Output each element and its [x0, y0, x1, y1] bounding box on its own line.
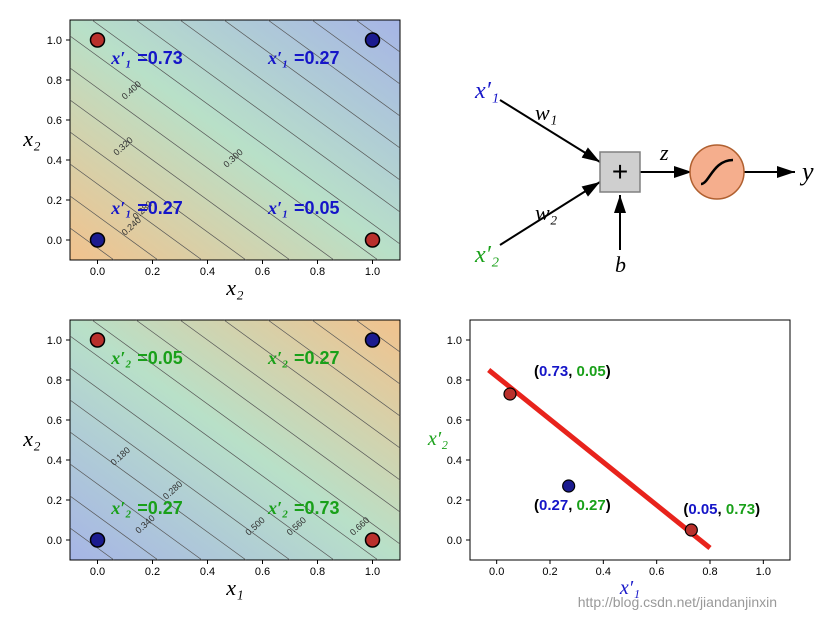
svg-text:0.2: 0.2 [542, 566, 557, 578]
svg-text:0.6: 0.6 [649, 566, 664, 578]
svg-text:0.6: 0.6 [47, 115, 62, 127]
svg-text:0.8: 0.8 [47, 75, 62, 87]
svg-text:0.8: 0.8 [310, 266, 325, 278]
svg-text:0.4: 0.4 [200, 266, 215, 278]
svg-text:x′₂: x′₂ [474, 242, 499, 268]
svg-text:x₂: x₂ [22, 126, 41, 151]
svg-text:0.6: 0.6 [255, 566, 270, 578]
svg-text:0.2: 0.2 [47, 195, 62, 207]
watermark-text: http://blog.csdn.net/jiandanjinxin [578, 594, 777, 610]
svg-text:0.8: 0.8 [702, 566, 717, 578]
svg-text:x₁: x₁ [225, 575, 243, 600]
svg-text:0.4: 0.4 [447, 455, 462, 467]
svg-text:x′₂: x′₂ [110, 348, 131, 368]
svg-text:x′₂: x′₂ [427, 428, 448, 450]
svg-text:0.2: 0.2 [47, 495, 62, 507]
svg-text:0.8: 0.8 [310, 566, 325, 578]
svg-text:x′₁: x′₁ [267, 48, 288, 68]
svg-text:0.0: 0.0 [489, 566, 504, 578]
svg-text:w₂: w₂ [535, 200, 558, 225]
svg-text:(0.05, 0.73): (0.05, 0.73) [683, 501, 760, 518]
svg-text:x′₂: x′₂ [110, 498, 131, 518]
svg-text:0.8: 0.8 [447, 375, 462, 387]
scatter-plot: 0.00.00.20.20.40.40.60.60.80.81.01.0(0.7… [470, 320, 790, 560]
svg-text:0.4: 0.4 [47, 155, 62, 167]
svg-text:0.4: 0.4 [47, 455, 62, 467]
svg-text:x′₁: x′₁ [110, 198, 131, 218]
svg-text:1.0: 1.0 [756, 566, 771, 578]
svg-text:0.2: 0.2 [145, 266, 160, 278]
svg-text:=0.27: =0.27 [137, 198, 183, 218]
svg-text:0.2: 0.2 [447, 495, 462, 507]
svg-text:x′₂: x′₂ [267, 498, 288, 518]
svg-text:=0.05: =0.05 [294, 198, 340, 218]
svg-text:z: z [659, 140, 669, 165]
svg-text:x₂: x₂ [225, 275, 244, 300]
svg-text:=0.27: =0.27 [294, 348, 340, 368]
svg-text:=0.27: =0.27 [294, 48, 340, 68]
svg-text:x′₂: x′₂ [267, 348, 288, 368]
svg-text:x′₁: x′₁ [110, 48, 131, 68]
svg-text:x′₁: x′₁ [267, 198, 288, 218]
svg-text:1.0: 1.0 [365, 266, 380, 278]
svg-text:0.4: 0.4 [596, 566, 611, 578]
svg-text:+: + [612, 156, 628, 187]
svg-text:=0.27: =0.27 [137, 498, 183, 518]
svg-text:0.0: 0.0 [47, 535, 62, 547]
svg-text:b: b [615, 252, 626, 277]
svg-text:0.6: 0.6 [255, 266, 270, 278]
svg-text:(0.27, 0.27): (0.27, 0.27) [534, 497, 611, 514]
neuron-diagram: +x′₁x′₂w₁w₂bzy [440, 60, 800, 260]
svg-text:1.0: 1.0 [365, 566, 380, 578]
svg-text:=0.73: =0.73 [294, 498, 340, 518]
svg-text:0.0: 0.0 [47, 235, 62, 247]
bottom-left-contour-plot: 0.00.00.20.20.40.40.60.60.80.81.01.00.18… [70, 320, 400, 560]
svg-text:1.0: 1.0 [447, 335, 462, 347]
svg-text:x₂: x₂ [22, 426, 41, 451]
svg-text:=0.73: =0.73 [137, 48, 183, 68]
svg-text:1.0: 1.0 [47, 35, 62, 47]
svg-text:x′₁: x′₁ [474, 78, 499, 104]
svg-text:0.0: 0.0 [447, 535, 462, 547]
svg-text:(0.73, 0.05): (0.73, 0.05) [534, 363, 611, 380]
svg-text:0.4: 0.4 [200, 566, 215, 578]
svg-text:0.0: 0.0 [90, 266, 105, 278]
svg-text:y: y [799, 157, 814, 186]
svg-text:=0.05: =0.05 [137, 348, 183, 368]
svg-text:0.6: 0.6 [447, 415, 462, 427]
svg-text:w₁: w₁ [535, 100, 557, 125]
svg-text:0.6: 0.6 [47, 415, 62, 427]
svg-text:0.2: 0.2 [145, 566, 160, 578]
top-left-contour-plot: 0.00.00.20.20.40.40.60.60.80.81.01.00.24… [70, 20, 400, 260]
svg-text:1.0: 1.0 [47, 335, 62, 347]
svg-text:0.0: 0.0 [90, 566, 105, 578]
svg-text:0.8: 0.8 [47, 375, 62, 387]
